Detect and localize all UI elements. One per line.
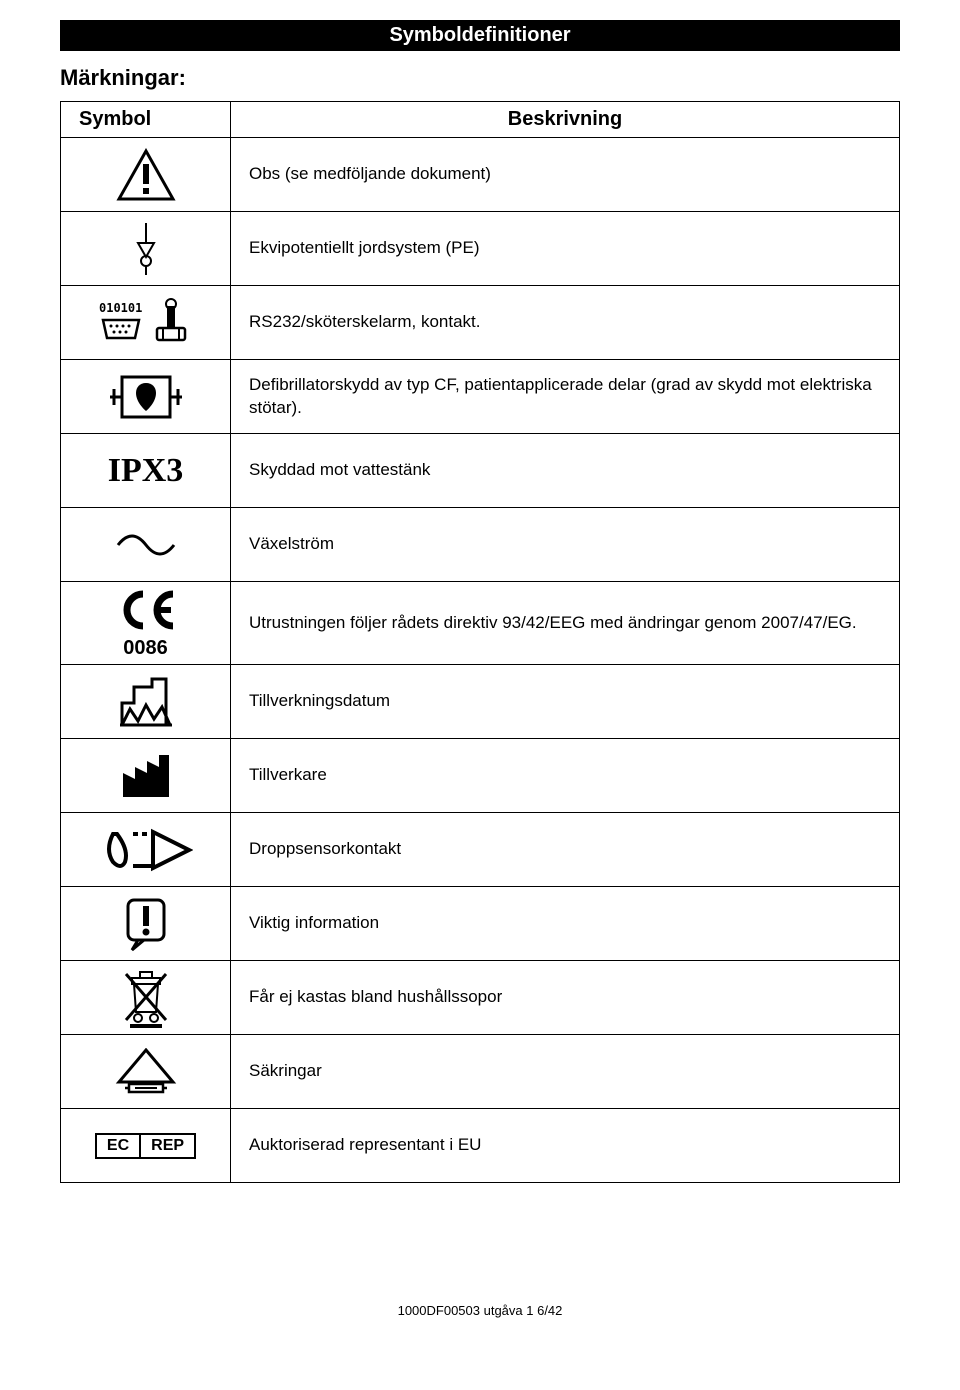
- description-cell: Tillverkningsdatum: [231, 665, 900, 739]
- description-cell: Tillverkare: [231, 739, 900, 813]
- description-cell: RS232/sköterskelarm, kontakt.: [231, 286, 900, 360]
- table-row: Tillverkare: [61, 739, 900, 813]
- col-header-description: Beskrivning: [231, 102, 900, 138]
- fuse-icon: [65, 1048, 226, 1096]
- table-row: Får ej kastas bland hushållssopor: [61, 961, 900, 1035]
- description-cell: Viktig information: [231, 887, 900, 961]
- page-footer: 1000DF00503 utgåva 1 6/42: [60, 1303, 900, 1318]
- table-row: Säkringar: [61, 1035, 900, 1109]
- description-cell: Får ej kastas bland hushållssopor: [231, 961, 900, 1035]
- manufacture-date-icon: [65, 675, 226, 729]
- weee-icon: [65, 968, 226, 1028]
- table-row: Droppsensorkontakt: [61, 813, 900, 887]
- description-cell: Utrustningen följer rådets direktiv 93/4…: [231, 582, 900, 665]
- svg-text:010101: 010101: [99, 301, 142, 315]
- important-info-icon: [65, 896, 226, 952]
- equipotential-icon: [65, 221, 226, 277]
- table-row: EC REP Auktoriserad representant i EU: [61, 1109, 900, 1183]
- table-row: 0086 Utrustningen följer rådets direktiv…: [61, 582, 900, 665]
- table-row: Viktig information: [61, 887, 900, 961]
- description-cell: Ekvipotentiellt jordsystem (PE): [231, 212, 900, 286]
- symbols-table: Symbol Beskrivning Obs (se medföljande d…: [60, 101, 900, 1183]
- description-cell: Defibrillatorskydd av typ CF, patientapp…: [231, 360, 900, 434]
- col-header-symbol: Symbol: [61, 102, 231, 138]
- ipx3-icon: IPX3: [108, 452, 184, 489]
- table-row: Ekvipotentiellt jordsystem (PE): [61, 212, 900, 286]
- description-cell: Droppsensorkontakt: [231, 813, 900, 887]
- defibrillator-cf-icon: [65, 369, 226, 425]
- table-row: Växelström: [61, 508, 900, 582]
- description-cell: Växelström: [231, 508, 900, 582]
- table-row: Obs (se medföljande dokument): [61, 138, 900, 212]
- warning-icon: [65, 148, 226, 202]
- ce-mark-icon: 0086: [65, 588, 226, 658]
- page-title-bar: Symboldefinitioner: [60, 20, 900, 51]
- rep-label: REP: [141, 1135, 194, 1157]
- manufacturer-icon: [65, 751, 226, 801]
- table-row: Defibrillatorskydd av typ CF, patientapp…: [61, 360, 900, 434]
- ce-number: 0086: [65, 638, 226, 658]
- table-row: IPX3 Skyddad mot vattestänk: [61, 434, 900, 508]
- ec-label: EC: [97, 1135, 141, 1157]
- description-cell: Obs (se medföljande dokument): [231, 138, 900, 212]
- table-row: Tillverkningsdatum: [61, 665, 900, 739]
- rs232-icon: 010101: [65, 298, 226, 348]
- description-cell: Skyddad mot vattestänk: [231, 434, 900, 508]
- ec-rep-icon: EC REP: [95, 1133, 196, 1159]
- table-row: 010101 RS232/sköterskelarm, kontakt.: [61, 286, 900, 360]
- section-label: Märkningar:: [60, 65, 900, 91]
- description-cell: Säkringar: [231, 1035, 900, 1109]
- ac-icon: [65, 531, 226, 559]
- drop-sensor-icon: [65, 826, 226, 874]
- description-cell: Auktoriserad representant i EU: [231, 1109, 900, 1183]
